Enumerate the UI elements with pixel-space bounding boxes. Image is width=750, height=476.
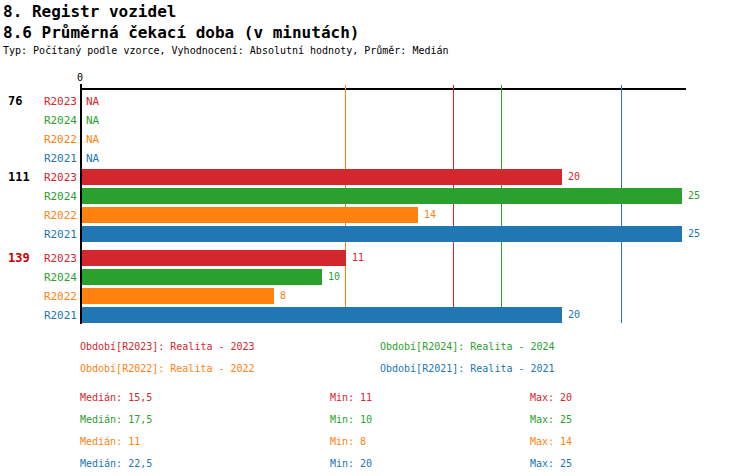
row-label-r2021: R2021 <box>28 228 77 241</box>
group-label-76: 76 <box>8 94 22 108</box>
row-label-r2022: R2022 <box>28 290 77 303</box>
bar-value-label: 10 <box>328 271 340 282</box>
stat-min: Min: 20 <box>330 458 372 469</box>
row-label-r2024: R2024 <box>28 271 77 284</box>
stat-max: Max: 20 <box>530 392 572 403</box>
bar-value-label: 25 <box>688 190 700 201</box>
stat-median: Medián: 15,5 <box>80 392 152 403</box>
group-label-139: 139 <box>8 251 30 265</box>
stat-median: Medián: 17,5 <box>80 414 152 425</box>
stat-median: Medián: 11 <box>80 436 140 447</box>
chart-page: 8. Registr vozidel 8.6 Průměrná čekací d… <box>0 0 750 476</box>
legend-item-r2023: Období[R2023]: Realita - 2023 <box>80 341 255 352</box>
na-value-label: NA <box>86 133 99 146</box>
bar-111-r2023 <box>82 169 562 185</box>
stat-min: Min: 11 <box>330 392 372 403</box>
median-line-r2023 <box>453 85 454 323</box>
legend-item-r2024: Období[R2024]: Realita - 2024 <box>380 341 555 352</box>
bar-111-r2022 <box>82 207 418 223</box>
row-label-r2023: R2023 <box>28 171 77 184</box>
legend-item-r2021: Období[R2021]: Realita - 2021 <box>380 363 555 374</box>
x-axis-zero-tick-label: 0 <box>77 72 83 83</box>
bar-value-label: 11 <box>352 252 364 263</box>
x-axis-line <box>80 88 686 90</box>
na-value-label: NA <box>86 114 99 127</box>
bar-139-r2023 <box>82 250 346 266</box>
median-line-r2021 <box>621 85 622 323</box>
stat-max: Max: 14 <box>530 436 572 447</box>
bar-139-r2022 <box>82 288 274 304</box>
row-label-r2023: R2023 <box>28 95 77 108</box>
stat-median: Medián: 22,5 <box>80 458 152 469</box>
median-line-r2022 <box>345 85 346 323</box>
bar-value-label: 20 <box>568 171 580 182</box>
bar-value-label: 8 <box>280 290 286 301</box>
row-label-r2024: R2024 <box>28 114 77 127</box>
bar-139-r2024 <box>82 269 322 285</box>
bar-value-label: 14 <box>424 209 436 220</box>
bar-139-r2021 <box>82 307 562 323</box>
group-label-111: 111 <box>8 170 30 184</box>
stat-max: Max: 25 <box>530 458 572 469</box>
bar-value-label: 20 <box>568 309 580 320</box>
na-value-label: NA <box>86 152 99 165</box>
row-label-r2022: R2022 <box>28 209 77 222</box>
na-value-label: NA <box>86 95 99 108</box>
row-label-r2021: R2021 <box>28 309 77 322</box>
bar-chart: 076R2023NAR2024NAR2022NAR2021NA111R20232… <box>0 0 750 476</box>
bar-111-r2024 <box>82 188 682 204</box>
stat-max: Max: 25 <box>530 414 572 425</box>
row-label-r2022: R2022 <box>28 133 77 146</box>
row-label-r2024: R2024 <box>28 190 77 203</box>
median-line-r2024 <box>501 85 502 323</box>
stat-min: Min: 8 <box>330 436 366 447</box>
bar-value-label: 25 <box>688 228 700 239</box>
stat-min: Min: 10 <box>330 414 372 425</box>
row-label-r2021: R2021 <box>28 152 77 165</box>
row-label-r2023: R2023 <box>28 252 77 265</box>
bar-111-r2021 <box>82 226 682 242</box>
legend-item-r2022: Období[R2022]: Realita - 2022 <box>80 363 255 374</box>
